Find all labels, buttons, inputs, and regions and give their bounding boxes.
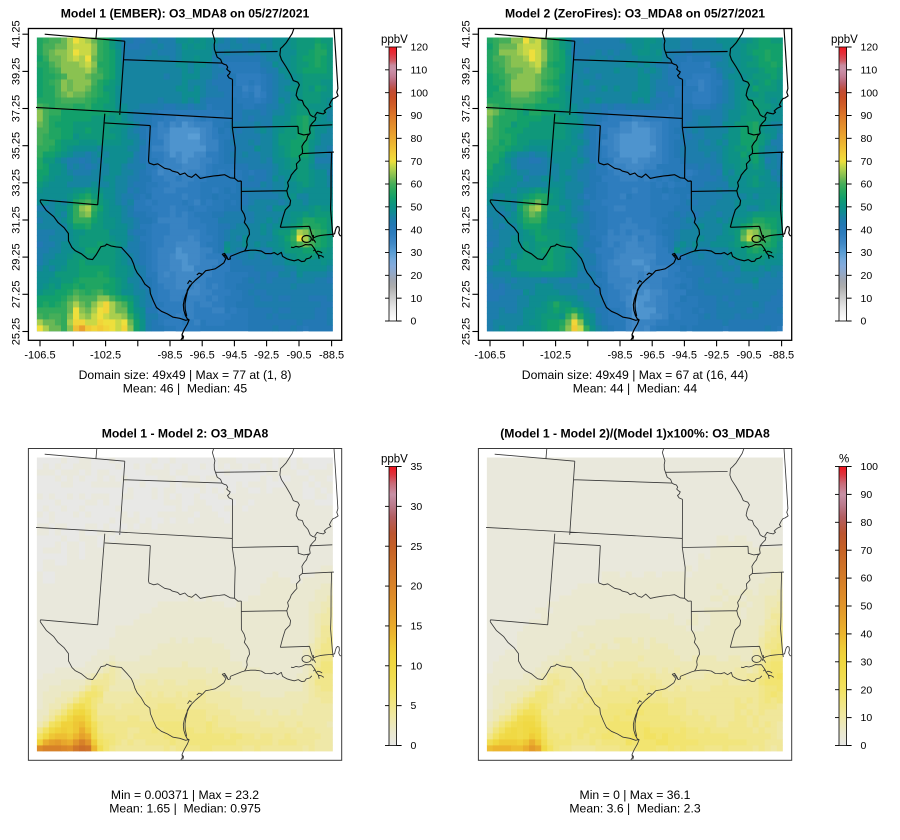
svg-text:-106.5: -106.5 [474,350,505,362]
svg-text:90: 90 [861,110,873,122]
svg-text:37.25: 37.25 [461,95,473,123]
svg-text:40: 40 [861,224,873,236]
svg-text:40: 40 [411,224,423,236]
svg-text:-106.5: -106.5 [24,350,55,362]
svg-text:Model 1 (EMBER): O3_MDA8 on 05: Model 1 (EMBER): O3_MDA8 on 05/27/2021 [61,7,310,21]
svg-text:80: 80 [861,517,873,529]
svg-text:27.25: 27.25 [461,281,473,309]
svg-text:-90.5: -90.5 [736,350,761,362]
svg-text:-92.5: -92.5 [254,350,279,362]
svg-text:50: 50 [411,201,423,213]
svg-text:70: 70 [861,156,873,168]
svg-text:-96.5: -96.5 [640,350,665,362]
svg-text:Domain size: 49x49 | Max = 77: Domain size: 49x49 | Max = 77 at (1, 8) [79,368,292,382]
svg-text:-96.5: -96.5 [190,350,215,362]
svg-text:30: 30 [861,656,873,668]
svg-text:(Model 1 - Model 2)/(Model 1)x: (Model 1 - Model 2)/(Model 1)x100%: O3_M… [500,427,770,441]
svg-text:70: 70 [411,156,423,168]
svg-text:-98.5: -98.5 [157,350,182,362]
svg-text:29.25: 29.25 [11,243,23,271]
svg-text:100: 100 [861,461,879,473]
svg-text:50: 50 [861,601,873,613]
svg-text:60: 60 [411,179,423,191]
svg-text:20: 20 [861,684,873,696]
svg-text:80: 80 [411,133,423,145]
svg-text:90: 90 [411,110,423,122]
svg-text:0: 0 [411,316,417,328]
svg-text:15: 15 [411,621,423,633]
svg-text:Min = 0 | Max = 36.1: Min = 0 | Max = 36.1 [580,788,691,802]
svg-text:-102.5: -102.5 [90,350,121,362]
svg-text:Mean: 46 | Median: 45: Mean: 46 | Median: 45 [123,381,248,395]
svg-text:41.25: 41.25 [461,20,473,48]
svg-text:5: 5 [411,700,417,712]
svg-text:110: 110 [861,64,878,76]
svg-text:-102.5: -102.5 [540,350,571,362]
svg-text:0: 0 [411,740,417,752]
svg-text:39.25: 39.25 [461,58,473,86]
svg-text:41.25: 41.25 [11,20,23,48]
svg-text:35: 35 [411,461,423,473]
svg-text:100: 100 [861,87,879,99]
svg-text:%: % [839,454,849,466]
svg-text:ppbV: ppbV [831,34,858,46]
svg-text:-88.5: -88.5 [319,350,344,362]
svg-text:-90.5: -90.5 [286,350,311,362]
svg-text:Model 2 (ZeroFires): O3_MDA8 o: Model 2 (ZeroFires): O3_MDA8 on 05/27/20… [505,7,765,21]
svg-text:0: 0 [861,740,867,752]
svg-text:25.25: 25.25 [461,318,473,346]
svg-text:Min = 0.00371 | Max = 23.2: Min = 0.00371 | Max = 23.2 [111,788,259,802]
svg-text:30: 30 [861,247,873,259]
svg-text:120: 120 [861,42,879,54]
svg-text:10: 10 [861,293,873,305]
svg-text:50: 50 [861,201,873,213]
svg-text:-92.5: -92.5 [704,350,729,362]
svg-text:35.25: 35.25 [11,132,23,160]
svg-text:35.25: 35.25 [461,132,473,160]
svg-text:40: 40 [861,629,873,641]
svg-text:10: 10 [411,293,423,305]
svg-text:90: 90 [861,489,873,501]
svg-text:-88.5: -88.5 [769,350,794,362]
svg-text:120: 120 [411,42,429,54]
svg-text:20: 20 [411,581,423,593]
svg-text:60: 60 [861,573,873,585]
svg-text:30: 30 [411,501,423,513]
svg-text:33.25: 33.25 [11,169,23,197]
svg-text:70: 70 [861,545,873,557]
svg-text:60: 60 [861,179,873,191]
svg-text:10: 10 [861,712,873,724]
svg-text:10: 10 [411,660,423,672]
svg-text:31.25: 31.25 [461,206,473,234]
svg-text:37.25: 37.25 [11,95,23,123]
svg-text:-94.5: -94.5 [222,350,247,362]
svg-text:30: 30 [411,247,423,259]
svg-text:-98.5: -98.5 [607,350,632,362]
svg-text:Model 1 - Model 2: O3_MDA8: Model 1 - Model 2: O3_MDA8 [102,427,269,441]
svg-text:80: 80 [861,133,873,145]
svg-text:Mean: 1.65 | Median: 0.975: Mean: 1.65 | Median: 0.975 [109,801,261,815]
svg-text:ppbV: ppbV [381,454,408,466]
svg-text:31.25: 31.25 [11,206,23,234]
svg-text:100: 100 [411,87,429,99]
svg-text:25.25: 25.25 [11,318,23,346]
svg-text:20: 20 [411,270,423,282]
svg-text:Domain size: 49x49 | Max = 67: Domain size: 49x49 | Max = 67 at (16, 44… [522,368,748,382]
svg-text:0: 0 [861,316,867,328]
svg-text:-94.5: -94.5 [672,350,697,362]
svg-text:29.25: 29.25 [461,243,473,271]
svg-text:27.25: 27.25 [11,281,23,309]
svg-text:110: 110 [411,64,428,76]
svg-text:25: 25 [411,541,423,553]
svg-text:33.25: 33.25 [461,169,473,197]
svg-text:ppbV: ppbV [381,34,408,46]
svg-text:20: 20 [861,270,873,282]
svg-text:39.25: 39.25 [11,58,23,86]
svg-text:Mean: 3.6 | Median: 2.3: Mean: 3.6 | Median: 2.3 [569,801,700,815]
svg-text:Mean: 44 | Median: 44: Mean: 44 | Median: 44 [573,381,698,395]
